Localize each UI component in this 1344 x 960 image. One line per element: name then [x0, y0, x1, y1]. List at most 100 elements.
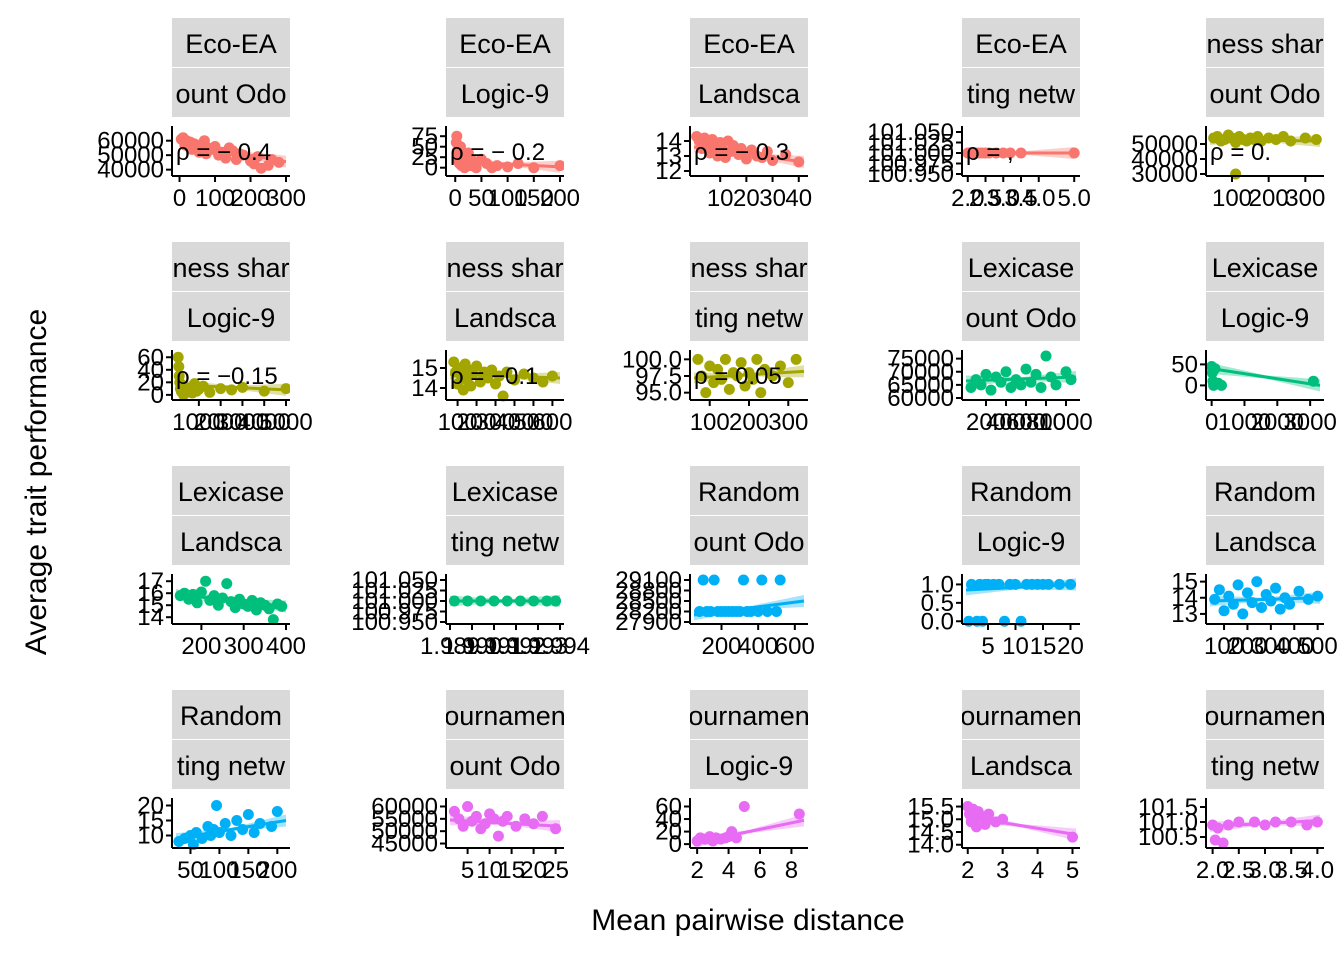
data-point	[492, 830, 504, 842]
data-point	[225, 830, 237, 841]
y-tick-label: 13	[655, 143, 682, 170]
data-point	[752, 606, 764, 617]
data-point	[1045, 371, 1057, 383]
data-point	[528, 818, 540, 830]
x-tick-label: 10	[1002, 633, 1029, 660]
x-tick-label: 3.5	[1004, 185, 1037, 212]
data-point	[470, 810, 482, 822]
data-point	[1249, 816, 1261, 828]
strip-top-bg	[962, 690, 1080, 739]
data-point	[173, 361, 185, 373]
x-tick-label: 2	[961, 857, 974, 884]
data-point	[1004, 147, 1016, 159]
data-point	[1015, 615, 1027, 627]
y-tick-label: 15	[137, 808, 164, 835]
data-point	[1222, 819, 1234, 831]
strip-bottom-bg	[446, 68, 564, 117]
data-point	[1209, 363, 1221, 375]
x-tick-label: 3000	[216, 409, 269, 436]
strip-top-label: ournamen	[960, 701, 1082, 731]
strip-top-bg	[1206, 690, 1324, 739]
y-tick-label: 14.5	[907, 819, 954, 846]
data-point	[541, 595, 553, 607]
x-tick-label: 3.0	[987, 185, 1020, 212]
x-tick-label: 300	[224, 633, 264, 660]
y-tick-label: 50	[1171, 351, 1198, 378]
y-tick-label: 50000	[97, 142, 164, 169]
correlation-annotation: ρ = 0.05	[694, 363, 782, 390]
data-point	[514, 595, 526, 607]
data-point	[448, 595, 460, 607]
strip-bottom-label: ting netw	[695, 303, 804, 333]
strip-bottom-bg	[690, 516, 808, 565]
data-point	[793, 808, 805, 820]
data-point	[1293, 585, 1305, 597]
x-tick-label: 200	[181, 633, 221, 660]
data-point	[475, 595, 487, 607]
panel-14: Random Logic-9 0.00.51.0 5 10 15 20	[921, 466, 1084, 660]
y-tick-label: 1.0	[921, 571, 954, 598]
data-point	[1302, 593, 1314, 605]
data-point	[215, 383, 227, 395]
x-tick-label: 2000	[1251, 409, 1304, 436]
strip-top-label: Eco-EA	[975, 29, 1067, 59]
x-tick-label: 5	[461, 857, 474, 884]
data-point	[1218, 605, 1230, 617]
strip-top-bg	[690, 18, 808, 67]
strip-bottom-bg	[962, 68, 1080, 117]
data-point	[716, 373, 727, 385]
x-tick-label: 2000	[194, 409, 247, 436]
strip-top-bg	[446, 690, 564, 739]
data-point	[1269, 816, 1281, 828]
strip-bottom-label: ting netw	[1211, 751, 1320, 781]
y-tick-label: 60	[655, 794, 682, 821]
x-tick-label: 100	[488, 185, 528, 212]
x-tick-label: 4.0	[1301, 857, 1334, 884]
x-tick-label: 300	[768, 409, 808, 436]
x-tick-label: 200	[257, 857, 297, 884]
x-tick-label: 200	[540, 185, 580, 212]
data-point	[1285, 135, 1297, 147]
x-tick-label: 5	[981, 633, 994, 660]
data-point	[756, 574, 768, 586]
strip-bottom-label: ount Odo	[965, 303, 1076, 333]
data-point	[1237, 608, 1249, 620]
data-point	[196, 833, 208, 844]
y-tick-label: 60000	[887, 385, 954, 412]
x-tick-label: 5.0	[1058, 185, 1091, 212]
x-tick-label: 1.990	[442, 633, 502, 660]
y-tick-label: 60000	[97, 128, 164, 155]
data-point	[1043, 578, 1054, 590]
data-point	[208, 590, 220, 602]
plot-area: ρ = ,	[962, 139, 1080, 166]
data-point	[977, 615, 988, 627]
y-tick-label: 101.0	[1138, 809, 1198, 836]
data-point	[735, 357, 747, 369]
y-tick-label: 0	[1185, 372, 1198, 399]
data-point	[1020, 363, 1032, 375]
x-tick-label: 400	[738, 633, 778, 660]
strip-bottom-bg	[446, 292, 564, 341]
data-point	[518, 368, 530, 380]
data-point	[1050, 379, 1062, 391]
data-point	[550, 595, 562, 607]
strip-bottom-bg	[1206, 68, 1324, 117]
data-point	[172, 351, 184, 363]
data-point	[1265, 595, 1277, 607]
x-tick-label: 4	[1031, 857, 1044, 884]
data-point	[1065, 578, 1076, 590]
x-tick-label: 15	[498, 857, 525, 884]
strip-bottom-bg	[1206, 516, 1324, 565]
strip-top-label: Lexicase	[1212, 253, 1319, 283]
data-point	[280, 383, 290, 395]
data-point	[993, 578, 1005, 590]
x-tick-label: 20	[520, 857, 547, 884]
strip-bottom-label: ount Odo	[1209, 79, 1320, 109]
strip-bottom-bg	[690, 68, 808, 117]
x-tick-label: 300	[475, 409, 515, 436]
y-tick-label: 50000	[1131, 131, 1198, 158]
x-tick-label: 1.989	[420, 633, 480, 660]
